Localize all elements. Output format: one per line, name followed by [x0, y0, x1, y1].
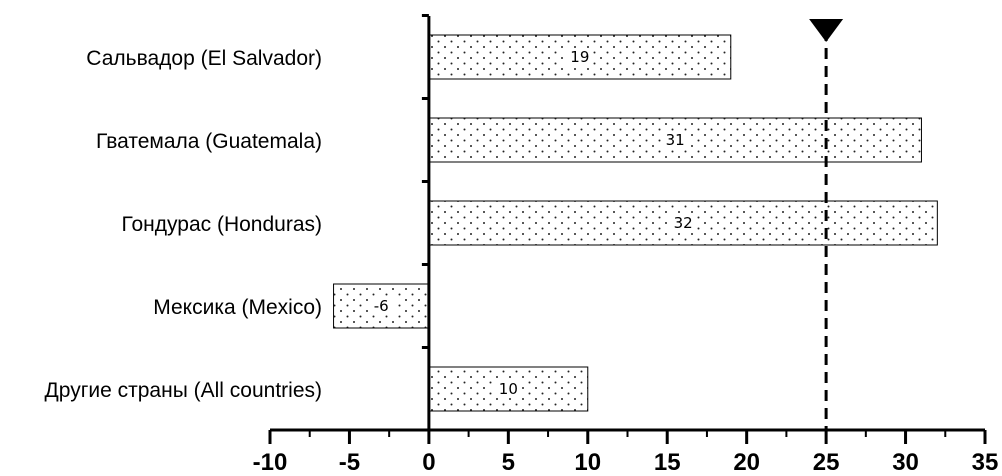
- x-tick-label: 15: [654, 449, 681, 476]
- bar: [428, 117, 922, 163]
- x-tick-label: 35: [972, 449, 999, 476]
- x-tick-label: 20: [733, 449, 760, 476]
- data-label-bg: [368, 297, 395, 315]
- x-tick-label: 30: [892, 449, 919, 476]
- x-tick-label: 5: [502, 449, 515, 476]
- data-label: -6: [374, 297, 389, 315]
- x-tick-label: -10: [253, 449, 288, 476]
- category-label: Сальвадор (El Salvador): [86, 47, 322, 70]
- category-label: Мексика (Mexico): [153, 296, 322, 319]
- x-tick-label: 25: [813, 449, 840, 476]
- plot-area: 19 Сальвадор (El Salvador) 31 Гватемала (Gu…: [45, 14, 999, 476]
- data-label: 32: [674, 214, 693, 232]
- x-tick-label: -5: [339, 449, 360, 476]
- x-tick-label: 0: [422, 449, 435, 476]
- data-label-bg: [566, 48, 593, 66]
- data-label-bg: [670, 214, 697, 232]
- data-label-bg: [662, 131, 689, 149]
- category-label: Гондурас (Honduras): [122, 213, 323, 236]
- category-label: Гватемала (Guatemala): [96, 130, 322, 153]
- data-label: 31: [666, 131, 685, 149]
- reference-marker: [809, 19, 844, 42]
- data-label: 19: [570, 48, 589, 66]
- category-label: Другие страны (All countries): [45, 379, 322, 402]
- x-tick-label: 10: [574, 449, 601, 476]
- data-label: 10: [499, 380, 518, 398]
- data-label-bg: [495, 380, 522, 398]
